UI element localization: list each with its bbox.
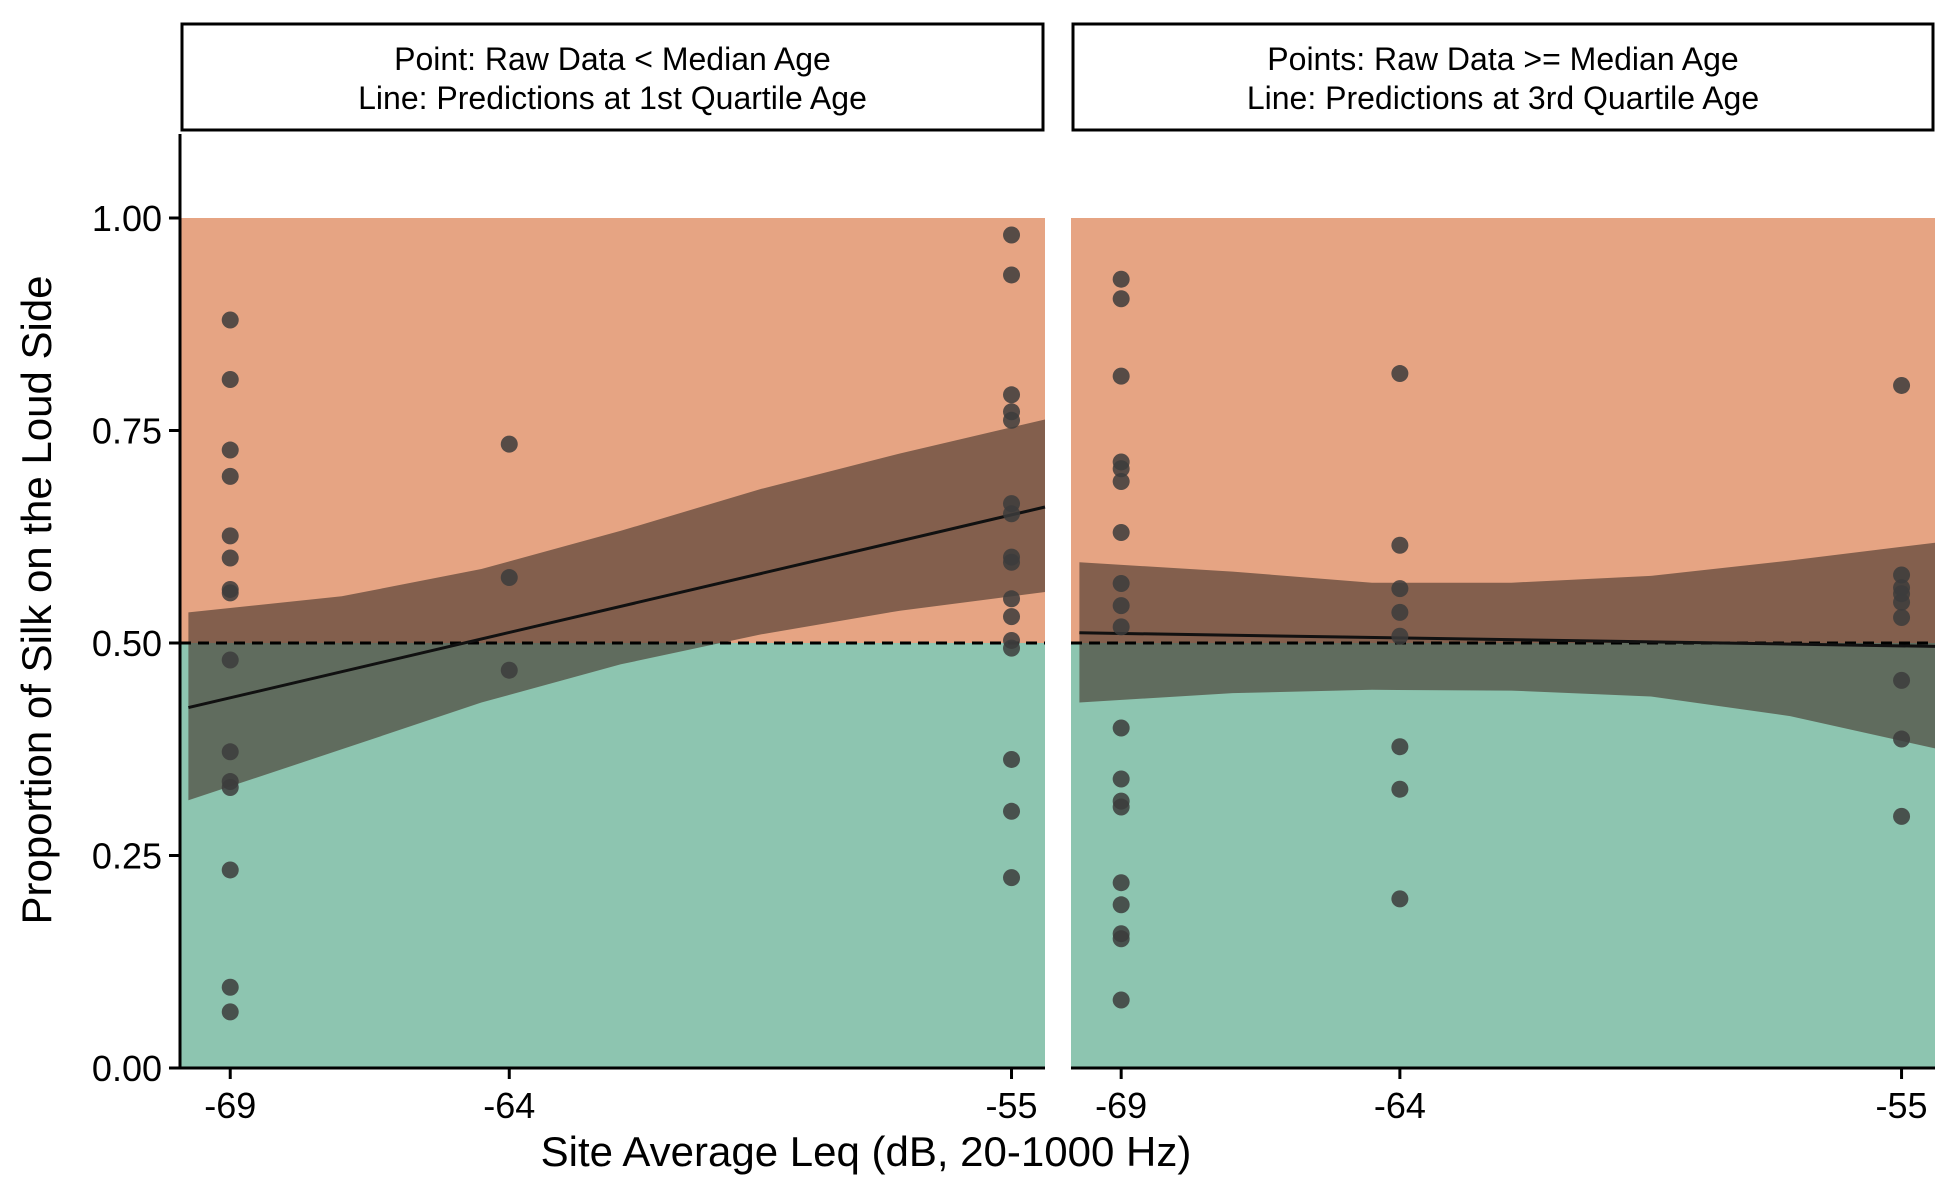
data-point [221,861,239,879]
strip-box [1071,22,1935,132]
data-point [221,978,239,996]
strip-label-line-2: Line: Predictions at 1st Quartile Age [358,80,867,116]
data-point [1893,609,1911,626]
data-point [1893,566,1911,584]
data-point [221,1003,239,1021]
data-point [1391,580,1409,598]
data-point [221,441,239,459]
data-point [1391,780,1409,798]
strip-label-line-1: Points: Raw Data >= Median Age [1267,41,1738,77]
data-point [221,743,239,761]
data-point [1112,896,1130,914]
data-point [1893,671,1911,689]
data-point [221,651,239,669]
strip-label-line-1: Point: Raw Data < Median Age [394,41,831,77]
data-point [1003,869,1021,887]
y-tick-label: 0.25 [92,836,162,877]
data-point [1893,807,1911,825]
prediction-line [188,505,1046,710]
data-point [1391,627,1409,645]
data-point [1391,890,1409,908]
data-point [1112,290,1130,308]
data-point [1893,730,1911,748]
strip-box [180,22,1045,132]
x-tick-label: -69 [1095,1085,1147,1126]
strip-label-line-2: Line: Predictions at 3rd Quartile Age [1247,80,1759,116]
data-point [1112,719,1130,737]
x-tick-label: -55 [986,1085,1038,1126]
y-tick-label: 0.50 [92,623,162,664]
data-point [500,569,518,587]
data-point [1003,226,1021,244]
data-point [1003,553,1021,571]
data-point [1003,266,1021,284]
data-point [1003,411,1021,429]
data-point [1003,386,1021,404]
data-point [221,467,239,485]
y-tick-label: 0.00 [92,1048,162,1089]
prediction-line [1079,631,1936,648]
data-point [1391,365,1409,383]
data-point [500,435,518,453]
confidence-ribbon [188,419,1045,801]
data-point [1893,376,1911,394]
y-tick-label: 1.00 [92,198,162,239]
data-point [221,527,239,545]
data-point [1112,930,1130,948]
data-point [1112,991,1130,1009]
data-point [1112,770,1130,788]
data-point [1003,505,1021,523]
data-point [1003,608,1021,626]
data-point [1893,593,1911,611]
data-point [1003,802,1021,820]
confidence-ribbon [1079,542,1935,749]
data-point [1003,750,1021,768]
data-point [221,371,239,388]
x-tick-label: -55 [1876,1085,1928,1126]
x-tick-label: -64 [483,1085,535,1126]
data-point [1391,536,1409,554]
y-tick-label: 0.75 [92,411,162,452]
data-point [1112,473,1130,490]
y-axis-title: Proportion of Silk on the Loud Side [13,275,60,924]
data-point [221,779,239,796]
data-point [1112,798,1130,816]
data-point [221,549,239,567]
data-point [1112,270,1130,288]
x-tick-label: -64 [1374,1085,1426,1126]
data-point [221,311,239,329]
data-point [1112,575,1130,592]
data-point [1112,874,1130,892]
data-point [1112,367,1130,385]
data-point [1003,639,1021,657]
data-point [1112,618,1130,636]
data-point [1112,597,1130,615]
data-point [500,661,518,679]
data-point [1003,590,1021,608]
data-point [1391,738,1409,756]
data-point [1391,603,1409,621]
x-tick-label: -69 [204,1085,256,1126]
x-axis-title: Site Average Leq (dB, 20-1000 Hz) [541,1128,1192,1175]
data-point [1112,460,1130,478]
data-point [1112,524,1130,541]
data-point [221,584,239,602]
